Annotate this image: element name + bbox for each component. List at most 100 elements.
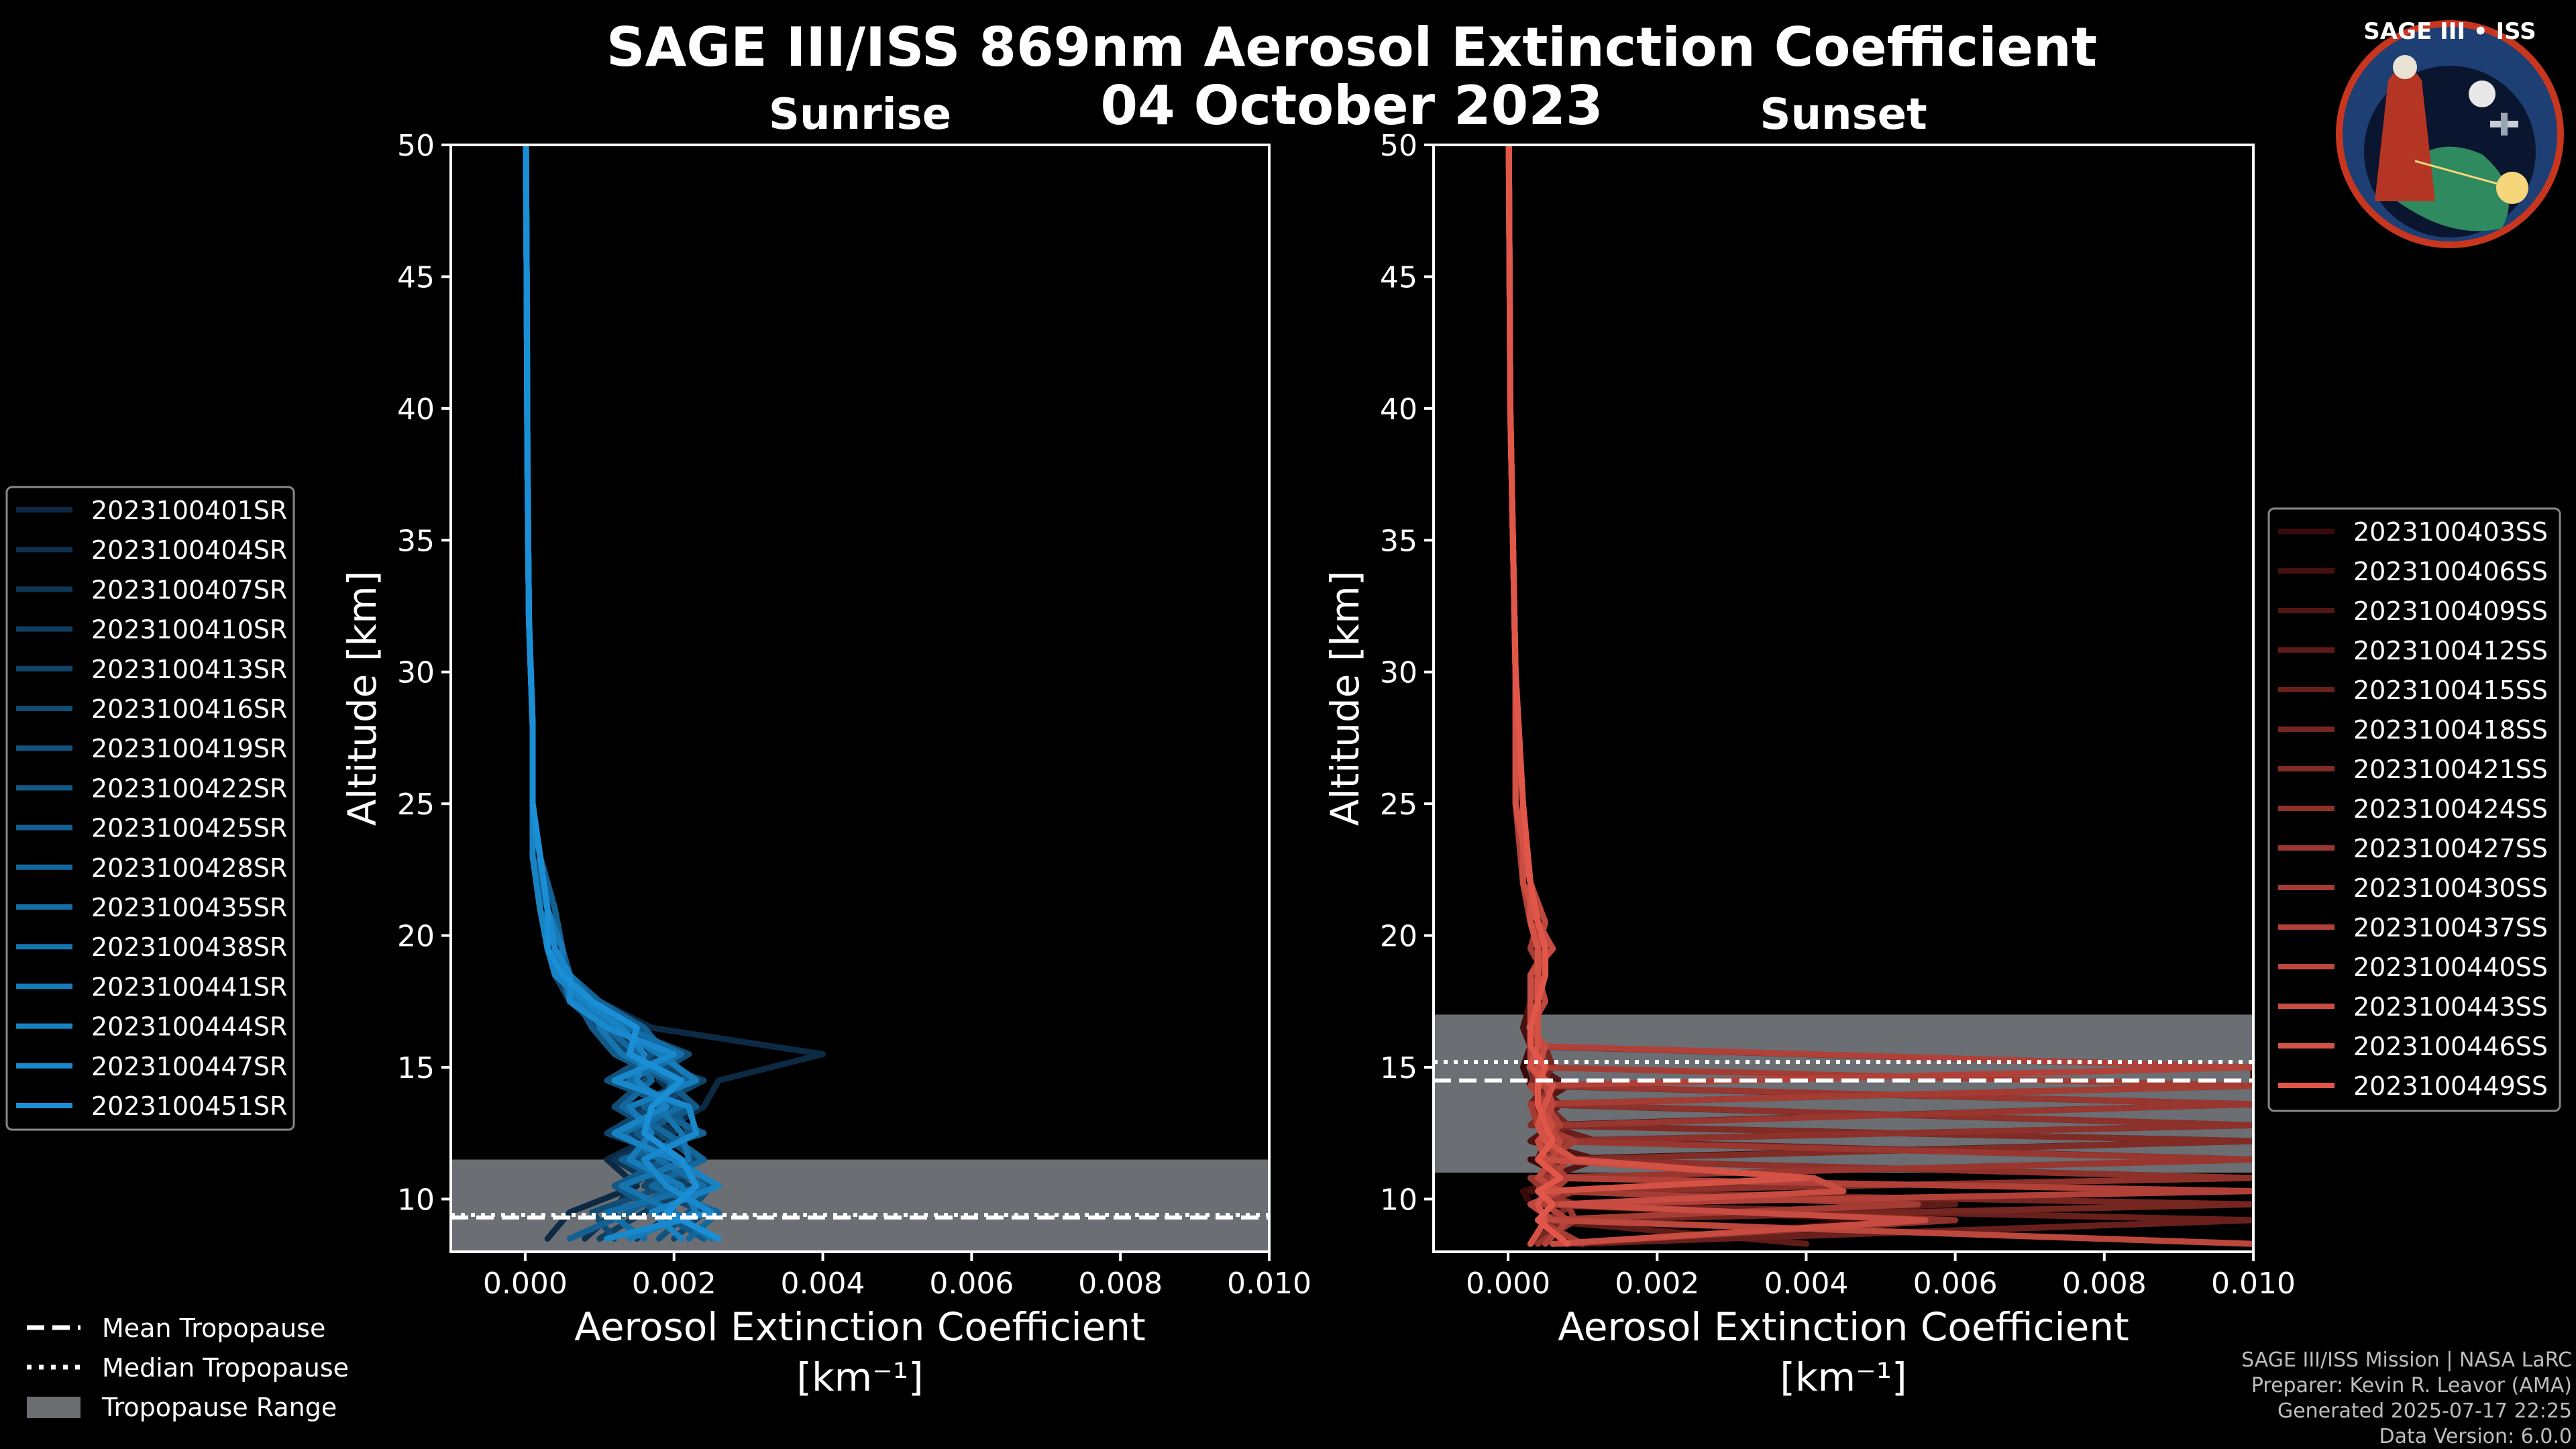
- sr-series-line-2023100451SR: [523, 145, 722, 1242]
- ss-legend-label: 2023100446SS: [2353, 1032, 2548, 1061]
- sr-legend-label: 2023100438SR: [91, 932, 287, 962]
- sr-legend-label: 2023100444SR: [91, 1012, 287, 1042]
- ss-legend-label: 2023100443SS: [2353, 992, 2548, 1022]
- ss-legend-label: 2023100406SS: [2353, 557, 2548, 586]
- credits: SAGE III/ISS Mission | NASA LaRC Prepare…: [2241, 1348, 2572, 1448]
- sunrise-y-ticks: 10 15 20 25 30 35 40 45 50: [397, 129, 451, 1217]
- sr-y-tick-label: 40: [397, 392, 435, 427]
- logo-text: SAGE III • ISS: [2363, 18, 2536, 45]
- sunset-legend-frame: [2267, 507, 2561, 1112]
- sunset-panel-title: Sunset: [1760, 90, 1927, 140]
- ss-x-tick-label: 0.006: [1913, 1267, 1998, 1301]
- logo-moon: [2469, 80, 2496, 107]
- ss-legend-label: 2023100430SS: [2353, 873, 2548, 903]
- legend-tropopause-range-swatch: [27, 1397, 80, 1418]
- sunrise-legend-frame: [5, 486, 295, 1131]
- ss-legend-label: 2023100440SS: [2353, 953, 2548, 982]
- sunset-axes-frame: [1432, 144, 2255, 1253]
- ss-x-tick-label: 0.004: [1764, 1267, 1848, 1301]
- legend-mean-tropopause-label: Mean Tropopause: [102, 1313, 325, 1343]
- mission-logo: SAGE III • ISS: [2336, 18, 2564, 248]
- ss-y-tick-label: 30: [1380, 656, 1417, 690]
- ss-y-tick-label: 10: [1380, 1183, 1417, 1217]
- sr-legend-label: 2023100422SR: [91, 773, 287, 803]
- credit-generated: Generated 2025-07-17 22:25: [2277, 1399, 2572, 1423]
- ss-series-line-2023100449SS: [1505, 145, 1571, 1247]
- sr-x-tick-label: 0.006: [929, 1267, 1014, 1301]
- sr-y-tick-label: 30: [397, 656, 435, 690]
- sunset-series-group: [1505, 145, 2253, 1247]
- ss-legend-label: 2023100415SS: [2353, 676, 2548, 705]
- sr-y-tick-label: 20: [397, 920, 435, 954]
- ss-y-tick-label: 40: [1380, 392, 1417, 427]
- sr-legend-label: 2023100413SR: [91, 655, 287, 684]
- ss-x-tick-label: 0.002: [1615, 1267, 1699, 1301]
- logo-light-ray: [2414, 160, 2513, 189]
- credit-data-version: Data Version: 6.0.0: [2379, 1425, 2572, 1448]
- ss-series-line-2023100446SS: [1505, 145, 1809, 1247]
- credit-preparer: Preparer: Kevin R. Leavor (AMA): [2251, 1374, 2572, 1397]
- ss-x-tick-label: 0.010: [2211, 1267, 2296, 1301]
- ss-x-tick-label: 0.008: [2062, 1267, 2147, 1301]
- sr-y-tick-label: 15: [397, 1051, 435, 1085]
- sunset-legend: 2023100403SS 2023100406SS 2023100409SS 2023…: [2267, 507, 2561, 1112]
- sr-legend-label: 2023100428SR: [91, 853, 287, 883]
- sr-x-tick-label: 0.004: [781, 1267, 865, 1301]
- legend-median-tropopause-label: Median Tropopause: [102, 1353, 349, 1383]
- sr-y-tick-label: 35: [397, 524, 435, 558]
- sr-x-tick-label: 0.000: [483, 1267, 568, 1301]
- sr-legend-label: 2023100425SR: [91, 814, 287, 843]
- sr-x-tick-label: 0.008: [1078, 1267, 1163, 1301]
- ss-legend-label: 2023100409SS: [2353, 596, 2548, 626]
- ss-legend-label: 2023100424SS: [2353, 794, 2548, 824]
- sunrise-x-ticks: 0.000 0.002 0.004 0.006 0.008 0.010: [483, 1252, 1311, 1301]
- sr-legend-label: 2023100451SR: [91, 1091, 287, 1121]
- sr-y-tick-label: 50: [397, 129, 435, 163]
- ss-legend-label: 2023100418SS: [2353, 715, 2548, 745]
- sr-legend-label: 2023100410SR: [91, 615, 287, 645]
- sr-legend-label: 2023100404SR: [91, 535, 287, 565]
- ss-y-tick-label: 50: [1380, 129, 1417, 163]
- ss-y-tick-label: 45: [1380, 260, 1417, 294]
- sr-legend-label: 2023100441SR: [91, 972, 287, 1002]
- sunset-x-axis-unit: [km⁻¹]: [1780, 1354, 1907, 1400]
- sunset-y-ticks: 10 15 20 25 30 35 40 45 50: [1380, 129, 1434, 1217]
- tropopause-legend: Mean Tropopause Median Tropopause Tropop…: [27, 1313, 349, 1422]
- sr-legend-label: 2023100401SR: [91, 496, 287, 525]
- sunrise-panel-title: Sunrise: [769, 90, 951, 140]
- sunrise-x-axis-label: Aerosol Extinction Coefficient: [574, 1304, 1146, 1350]
- logo-figure-robe: [2375, 67, 2435, 201]
- sr-legend-label: 2023100447SR: [91, 1052, 287, 1081]
- ss-legend-label: 2023100437SS: [2353, 913, 2548, 943]
- sunset-chart: 0.000 0.002 0.004 0.006 0.008 0.010 10 15 20 25 3…: [1322, 129, 2296, 1400]
- ss-y-tick-label: 15: [1380, 1051, 1417, 1085]
- sr-y-tick-label: 45: [397, 260, 435, 294]
- figure-date: 04 October 2023: [1100, 74, 1603, 137]
- logo-figure-head: [2393, 55, 2417, 79]
- sunrise-chart: 0.000 0.002 0.004 0.006 0.008 0.010 10 15 20 25 3…: [339, 129, 1311, 1400]
- ss-series-line-2023100437SS: [1505, 145, 2253, 1247]
- sr-legend-label: 2023100416SR: [91, 694, 287, 724]
- sunset-x-ticks: 0.000 0.002 0.004 0.006 0.008 0.010: [1466, 1252, 2296, 1301]
- sr-y-tick-label: 25: [397, 788, 435, 822]
- ss-y-tick-label: 35: [1380, 524, 1417, 558]
- ss-legend-label: 2023100403SS: [2353, 517, 2548, 547]
- ss-legend-label: 2023100427SS: [2353, 834, 2548, 863]
- ss-legend-label: 2023100412SS: [2353, 636, 2548, 665]
- sunrise-plot-area: [451, 145, 1269, 1252]
- sunrise-y-axis-label: Altitude [km]: [339, 571, 385, 826]
- ss-legend-label: 2023100449SS: [2353, 1071, 2548, 1101]
- sunset-y-axis-label: Altitude [km]: [1322, 571, 1368, 826]
- sr-legend-label: 2023100419SR: [91, 734, 287, 763]
- sr-x-tick-label: 0.002: [632, 1267, 716, 1301]
- legend-tropopause-range-label: Tropopause Range: [101, 1393, 337, 1422]
- sunrise-legend: 2023100401SR 2023100404SR 2023100407SR 2023…: [5, 486, 295, 1131]
- sunrise-x-axis-unit: [km⁻¹]: [796, 1354, 923, 1400]
- figure-title: SAGE III/ISS 869nm Aerosol Extinction Co…: [606, 16, 2097, 78]
- ss-y-tick-label: 25: [1380, 788, 1417, 822]
- sr-legend-label: 2023100407SR: [91, 575, 287, 604]
- ss-legend-label: 2023100421SS: [2353, 755, 2548, 784]
- sunrise-series-group: [523, 145, 826, 1242]
- ss-y-tick-label: 20: [1380, 920, 1417, 954]
